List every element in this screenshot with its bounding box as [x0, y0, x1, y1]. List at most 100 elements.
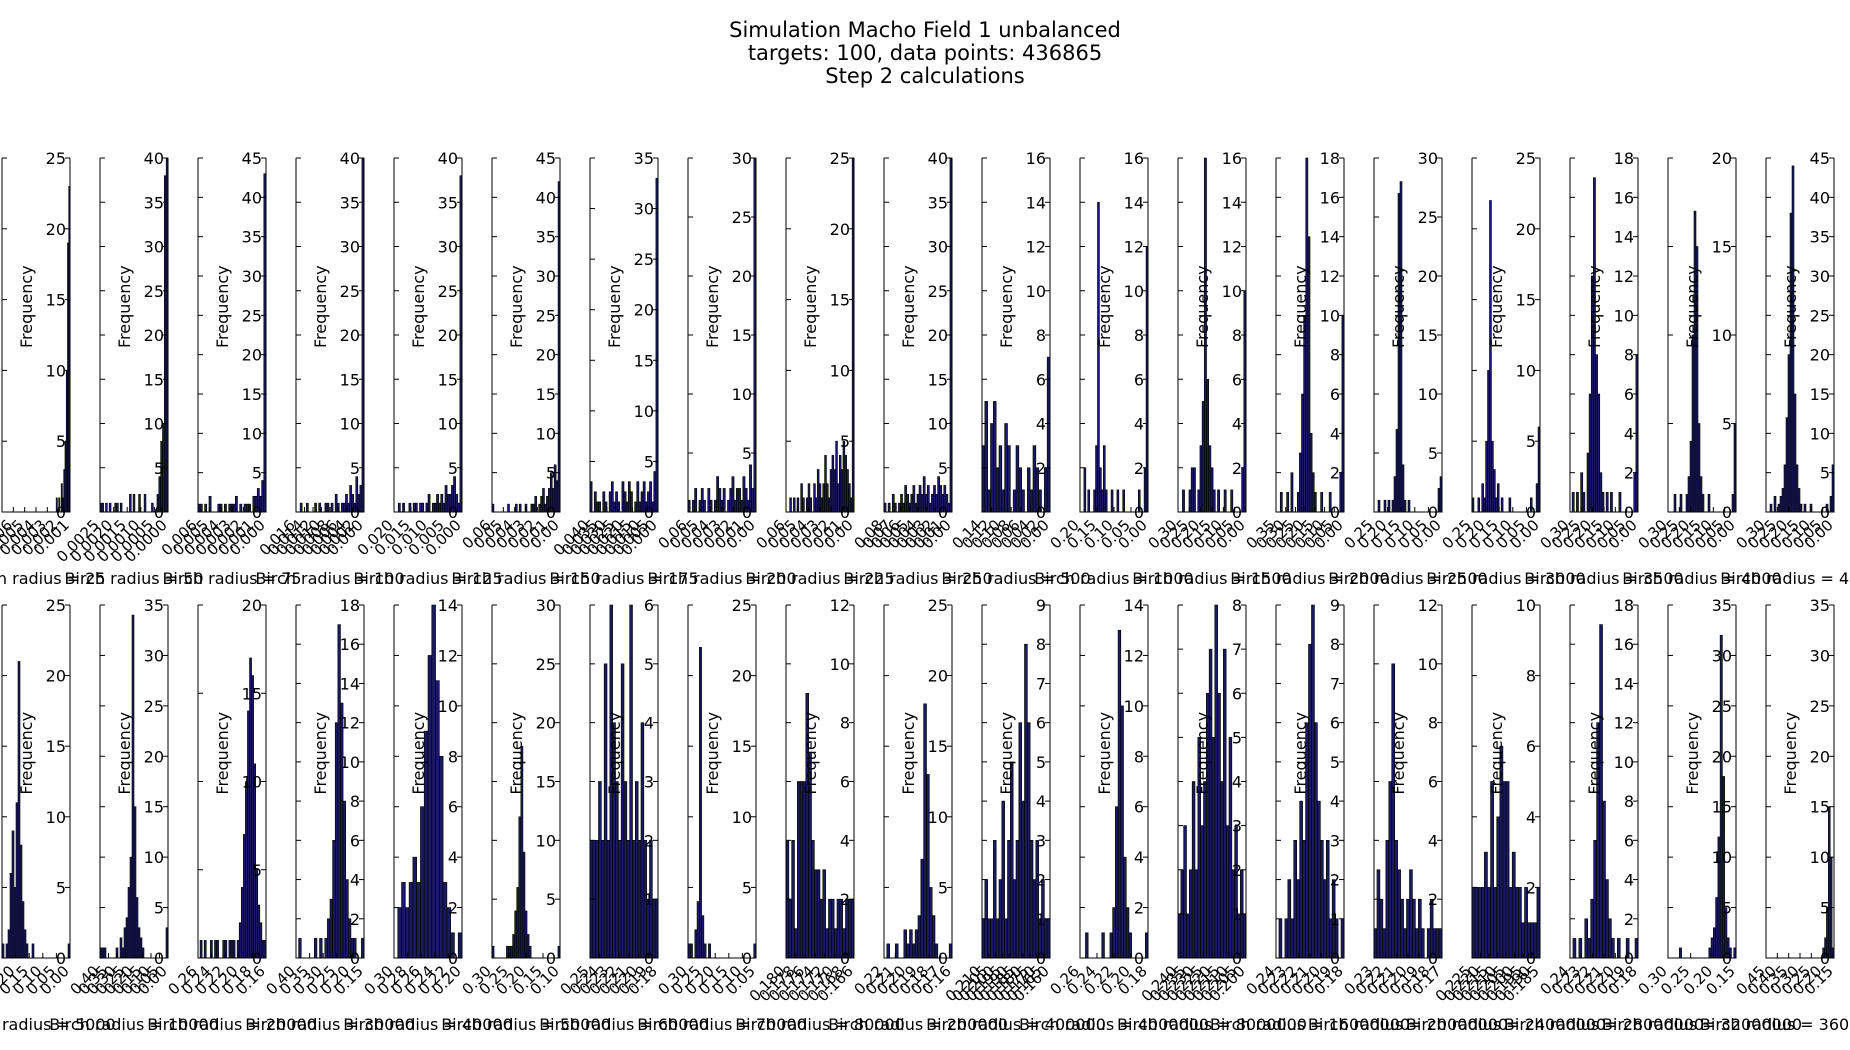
histogram-bar [1495, 497, 1498, 513]
histogram-bar [1377, 499, 1381, 513]
histogram-bar [1214, 604, 1218, 959]
histogram-bar [1182, 489, 1185, 513]
histogram-bar [528, 945, 532, 959]
histogram-bar [993, 840, 997, 959]
y-axis-label: Frequency [1389, 265, 1408, 348]
y-tick-label: 10 [340, 753, 360, 772]
histogram-bar [1715, 897, 1719, 959]
histogram-bar [1484, 851, 1488, 959]
y-tick-label: 25 [144, 697, 164, 716]
y-tick-label: 0 [644, 503, 654, 522]
histogram-bar [101, 502, 104, 513]
y-tick-label: 5 [1526, 432, 1536, 451]
histogram-panel: 51015202530354000.0160.0140.0120.0100.00… [255, 149, 404, 588]
y-tick-label: 0 [1428, 503, 1438, 522]
axes-frame [1275, 158, 1345, 513]
y-tick-label: 5 [154, 459, 164, 478]
y-tick-label: 2 [1624, 464, 1634, 483]
histogram-bar [926, 774, 930, 959]
y-tick-label: 5 [1036, 753, 1046, 772]
x-axis-label: Birch radius = 100 [255, 569, 404, 588]
y-tick-label: 0 [1624, 949, 1634, 968]
histogram-bar [1487, 370, 1490, 513]
histogram-bar [1697, 423, 1701, 513]
histogram-bar [1299, 452, 1302, 513]
x-axis-label: Birch radius = 5000 [0, 1015, 116, 1034]
y-tick-label: 40 [438, 149, 458, 168]
histogram-bar [700, 488, 704, 513]
y-tick-label: 16 [1124, 149, 1144, 168]
histogram-bar [1101, 932, 1105, 959]
y-tick-label: 30 [536, 596, 556, 615]
histogram-bar [1325, 840, 1330, 959]
histogram-bar [1320, 492, 1324, 513]
y-tick-label: 20 [732, 667, 752, 686]
y-tick-label: 35 [242, 228, 262, 247]
y-tick-label: 2 [448, 899, 458, 918]
histogram-bar [1015, 445, 1020, 513]
histogram-bar [1012, 879, 1017, 959]
histogram-bar [929, 502, 932, 513]
histogram-bar [522, 851, 526, 959]
histogram-bar [1518, 887, 1522, 959]
histogram-bar [1339, 472, 1343, 513]
histogram-bar [412, 856, 417, 959]
y-tick-label: 15 [340, 370, 360, 389]
x-axis-label: Birch radius = 3000 [1426, 569, 1585, 588]
y-tick-label: 4 [840, 831, 850, 850]
histogram-bar [1186, 913, 1190, 959]
histogram-bar [401, 882, 406, 959]
y-tick-label: 2 [1134, 899, 1144, 918]
histogram-bar [125, 917, 129, 959]
histogram-bar [1287, 879, 1292, 959]
histogram-bar [1194, 869, 1199, 959]
histogram-bar [802, 781, 807, 959]
histogram-bar [1217, 489, 1220, 513]
x-axis-label: Birch radius = 2500 [1328, 569, 1487, 588]
histogram-bar [526, 934, 530, 959]
histogram-bar [510, 945, 513, 959]
x-axis-label: Birch radius = 150 [451, 569, 600, 588]
histogram-panel: 2468101214161800.350.300.250.200.150.100… [1230, 149, 1389, 588]
x-axis-label: Birch radius = 60000 [539, 1015, 709, 1034]
y-tick-label: 35 [340, 193, 360, 212]
y-tick-label: 6 [1134, 370, 1144, 389]
histogram-bar [1586, 452, 1590, 513]
histogram-bar [1001, 489, 1005, 513]
histogram-bar [1109, 932, 1113, 959]
y-tick-label: 12 [1124, 646, 1144, 665]
histogram-bar [416, 882, 421, 959]
y-tick-label: 20 [928, 326, 948, 345]
y-tick-label: 5 [1428, 444, 1438, 463]
y-tick-label: 0 [546, 949, 556, 968]
histogram-bar [618, 840, 622, 959]
figure-title-line-3: Step 2 calculations [825, 64, 1025, 88]
histogram-bar [1633, 472, 1637, 513]
histogram-bar [1608, 918, 1612, 959]
y-tick-label: 30 [732, 149, 752, 168]
y-tick-label: 10 [536, 831, 556, 850]
y-tick-label: 5 [56, 878, 66, 897]
histogram-bar [1293, 840, 1297, 959]
y-tick-label: 5 [644, 452, 654, 471]
histogram-bar [434, 502, 437, 513]
y-tick-label: 5 [1820, 464, 1830, 483]
histogram-bar [931, 493, 934, 513]
y-tick-label: 2 [1330, 871, 1340, 890]
y-axis-label: Frequency [213, 712, 232, 795]
histogram-panel: 246810121400.300.280.260.240.220.20Frequ… [343, 596, 513, 1034]
histogram-bar [419, 502, 422, 513]
histogram-bar [298, 938, 302, 959]
y-tick-label: 30 [634, 200, 654, 219]
histogram-panel: 51015202530354000.080.070.060.050.040.03… [843, 149, 992, 588]
histogram-bar [627, 481, 631, 513]
histogram-bar [518, 816, 522, 959]
y-tick-label: 10 [928, 808, 948, 827]
histogram-bar [1502, 781, 1507, 959]
histogram-bar [1500, 497, 1504, 513]
y-tick-label: 10 [1614, 306, 1634, 325]
histogram-bar [1787, 354, 1791, 513]
x-axis-label: Birch radius = 30000 [245, 1015, 415, 1034]
y-tick-label: 30 [438, 238, 458, 257]
histogram-bar [990, 918, 994, 959]
